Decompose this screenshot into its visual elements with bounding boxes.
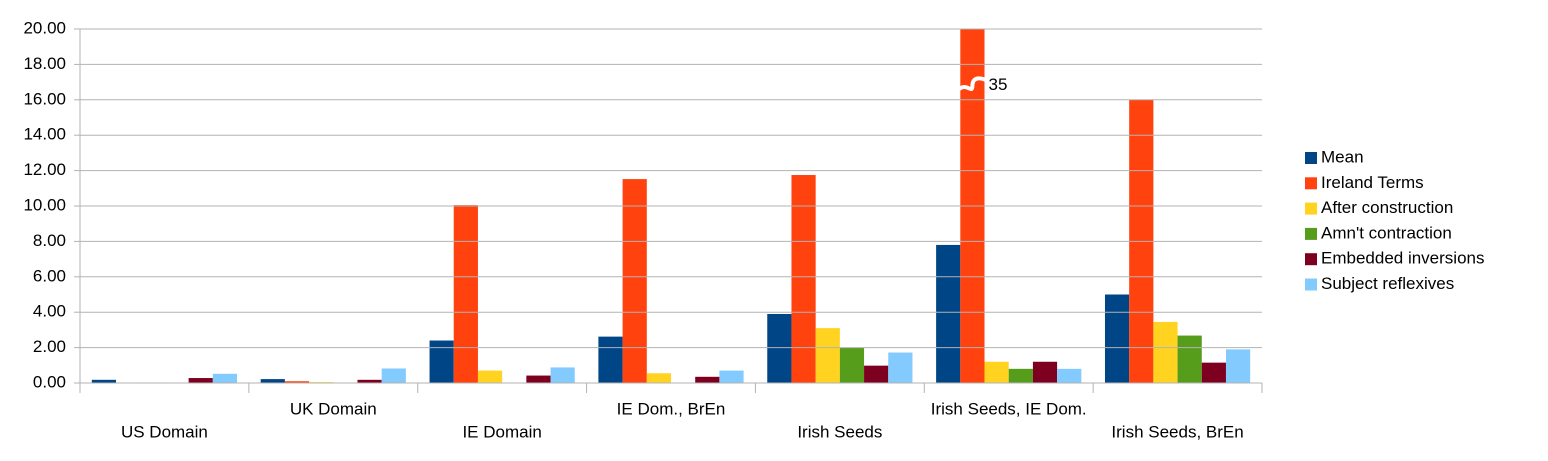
bar <box>261 379 285 383</box>
bar <box>1226 349 1250 383</box>
bar <box>1153 322 1177 383</box>
legend-swatch <box>1305 253 1317 265</box>
bar <box>454 205 478 383</box>
y-tick-label: 0.00 <box>33 372 66 391</box>
y-tick-label: 12.00 <box>23 160 66 179</box>
bar <box>551 367 575 383</box>
legend-label: After construction <box>1321 198 1453 217</box>
bar <box>1033 362 1057 383</box>
legend-swatch <box>1305 152 1317 164</box>
bar <box>1009 369 1033 383</box>
bar <box>936 245 960 383</box>
y-tick-label: 18.00 <box>23 54 66 73</box>
bar <box>623 179 647 383</box>
bar <box>767 314 791 383</box>
legend-label: Mean <box>1321 147 1364 166</box>
bar <box>1105 295 1129 384</box>
x-tick-label: Irish Seeds <box>797 422 882 441</box>
bar <box>598 337 622 383</box>
legend-label: Subject reflexives <box>1321 274 1454 293</box>
legend-label: Embedded inversions <box>1321 249 1484 268</box>
y-tick-label: 6.00 <box>33 266 66 285</box>
legend-swatch <box>1305 279 1317 291</box>
bar <box>695 377 719 383</box>
bar <box>840 348 864 383</box>
bar <box>189 378 213 383</box>
bar <box>213 374 237 383</box>
bar <box>888 353 912 383</box>
bar <box>526 376 550 383</box>
bar <box>430 341 454 383</box>
x-tick-label: Irish Seeds, IE Dom. <box>931 399 1087 418</box>
x-tick-label: UK Domain <box>290 399 377 418</box>
plot-area <box>92 0 1250 383</box>
x-tick-label: IE Domain <box>462 422 541 441</box>
bar <box>647 373 671 383</box>
bar <box>864 366 888 383</box>
legend-swatch <box>1305 203 1317 215</box>
x-tick-label: Irish Seeds, BrEn <box>1111 422 1243 441</box>
y-tick-label: 20.00 <box>23 18 66 37</box>
legend-swatch <box>1305 228 1317 240</box>
bar <box>382 368 406 383</box>
bar <box>985 362 1009 383</box>
legend-swatch <box>1305 177 1317 189</box>
y-tick-label: 8.00 <box>33 231 66 250</box>
bar <box>1178 336 1202 383</box>
y-tick-label: 4.00 <box>33 302 66 321</box>
legend-label: Ireland Terms <box>1321 173 1424 192</box>
bar <box>719 371 743 383</box>
bar <box>816 328 840 383</box>
y-tick-label: 16.00 <box>23 89 66 108</box>
y-tick-label: 2.00 <box>33 337 66 356</box>
bar <box>1202 363 1226 383</box>
legend-label: Amn't contraction <box>1321 223 1452 242</box>
y-tick-label: 10.00 <box>23 195 66 214</box>
bar <box>478 371 502 383</box>
x-tick-label: US Domain <box>121 422 208 441</box>
bar <box>960 0 984 383</box>
x-tick-label: IE Dom., BrEn <box>617 399 726 418</box>
y-tick-label: 14.00 <box>23 125 66 144</box>
bar <box>1057 369 1081 383</box>
break-value-label: 35 <box>989 75 1008 94</box>
